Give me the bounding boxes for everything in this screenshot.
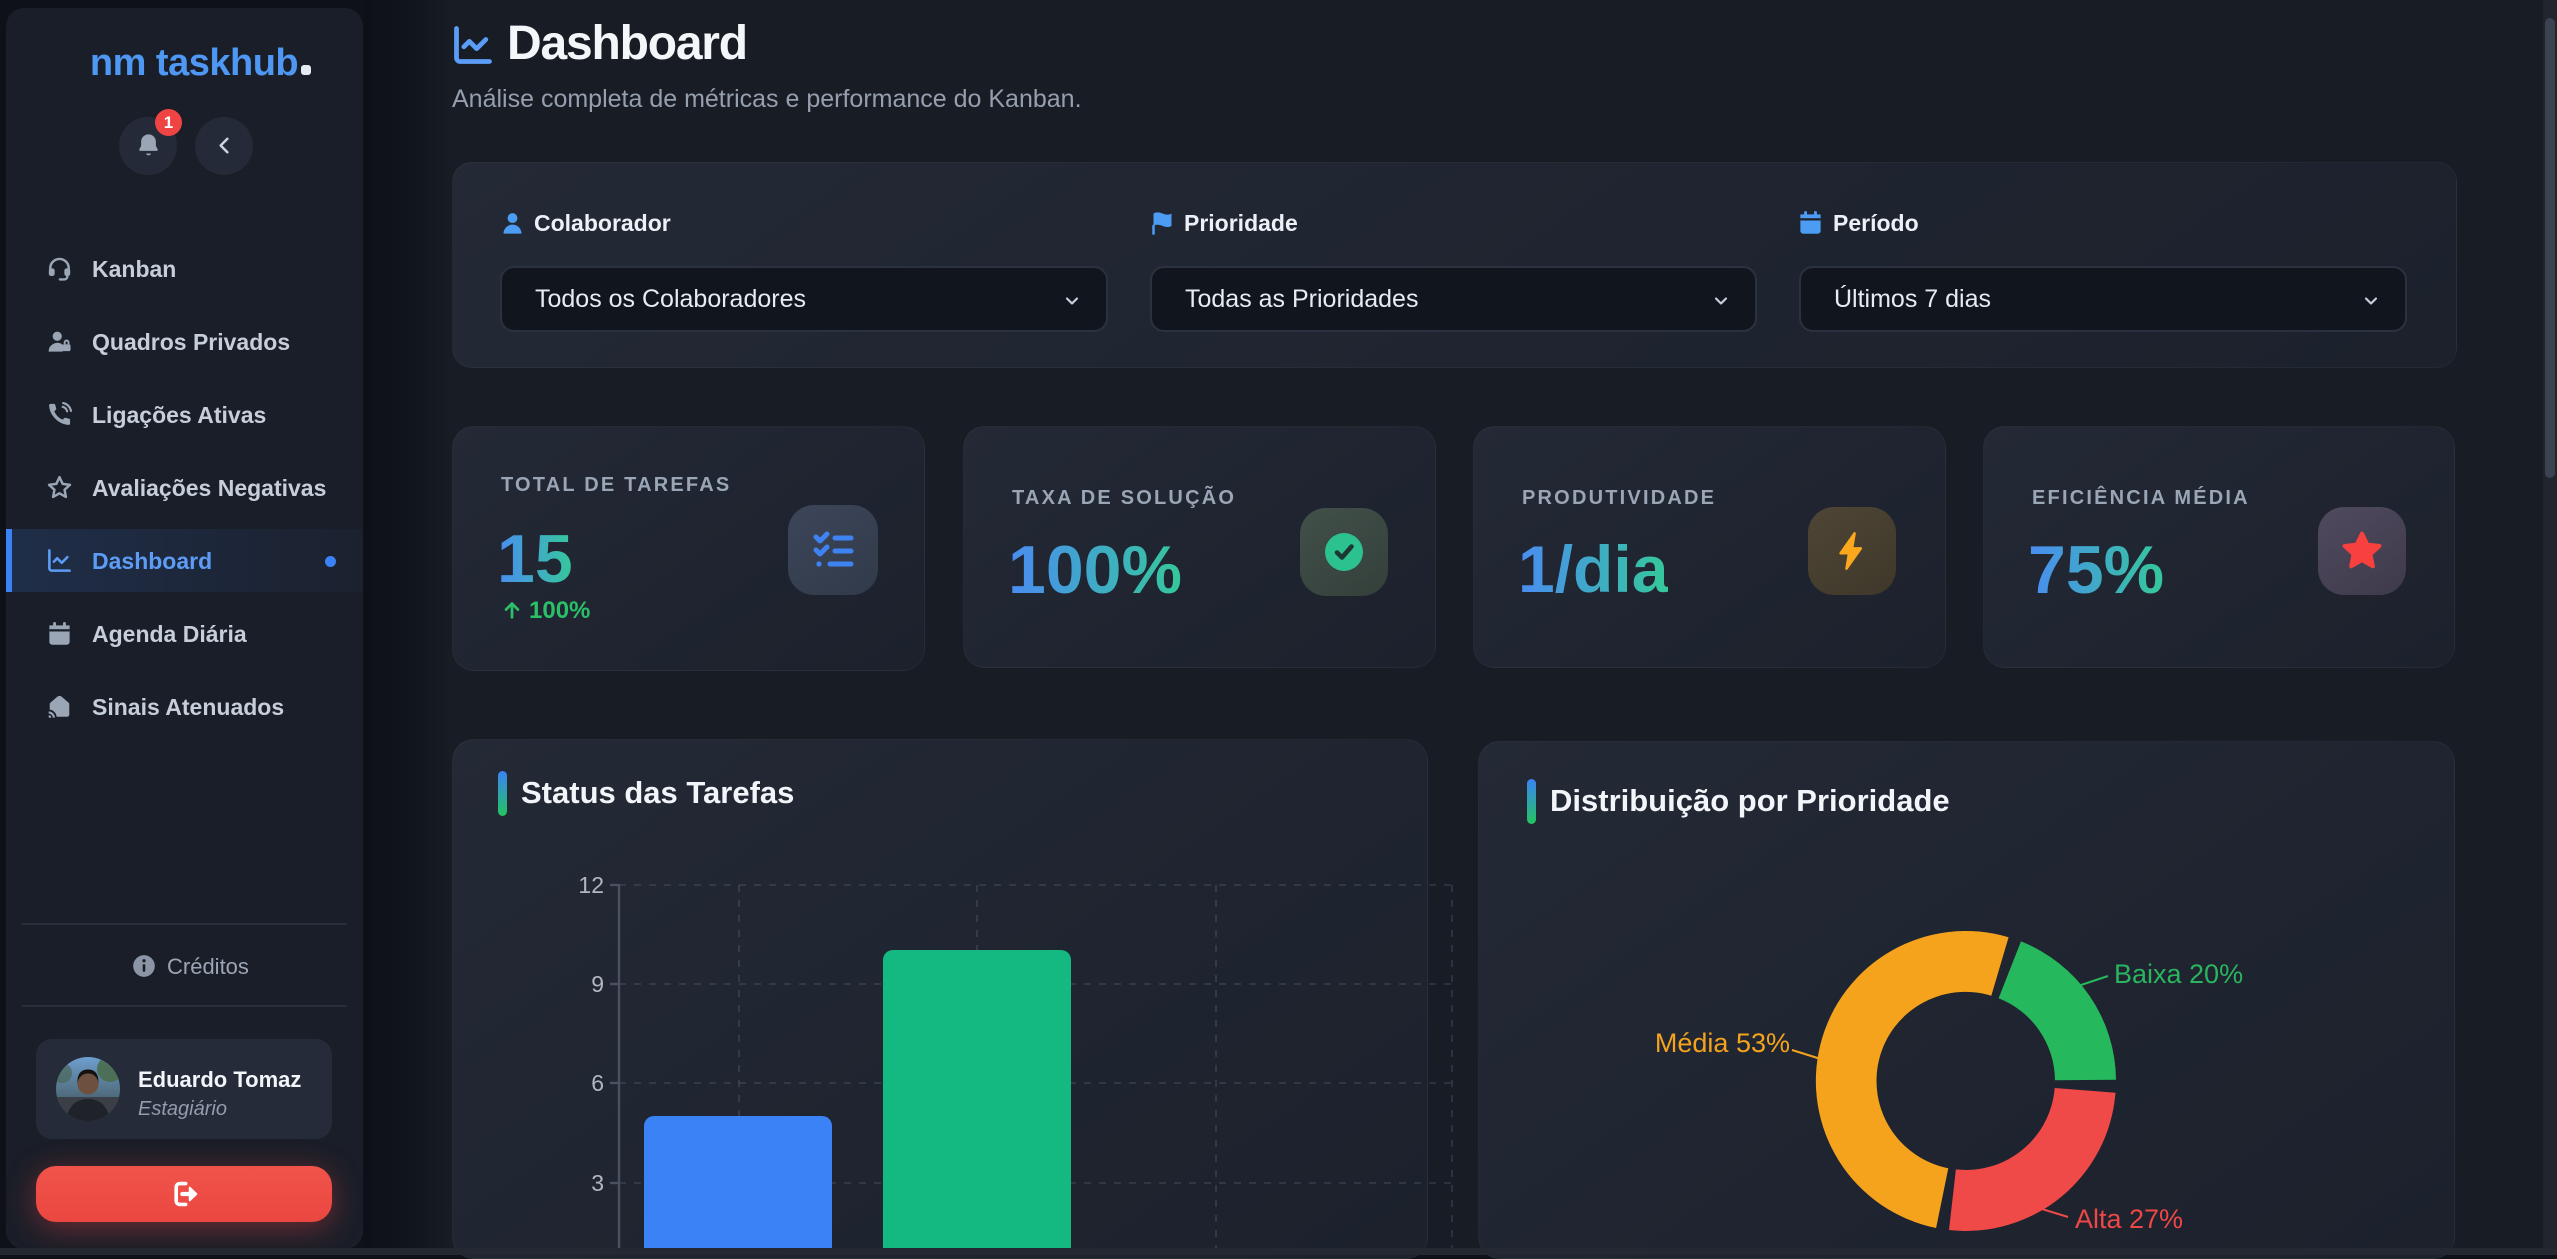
- svg-text:Alta 27%: Alta 27%: [2075, 1204, 2183, 1234]
- svg-text:Média 53%: Média 53%: [1655, 1028, 1790, 1058]
- svg-text:Baixa 20%: Baixa 20%: [2114, 959, 2243, 989]
- svg-text:12: 12: [578, 872, 604, 898]
- svg-text:3: 3: [591, 1170, 604, 1196]
- svg-text:9: 9: [591, 971, 604, 997]
- svg-text:6: 6: [591, 1070, 604, 1096]
